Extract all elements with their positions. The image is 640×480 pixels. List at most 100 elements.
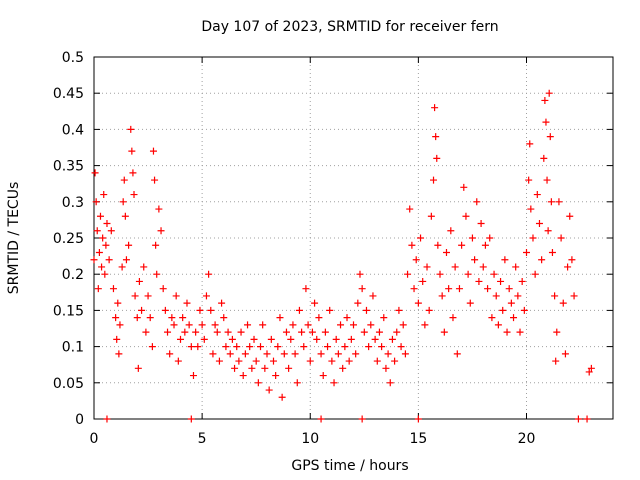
data-point <box>455 285 463 293</box>
data-point <box>559 299 567 307</box>
data-point <box>533 191 541 199</box>
data-point <box>140 263 148 271</box>
data-point <box>122 256 130 264</box>
data-point <box>306 357 314 365</box>
data-point <box>473 198 481 206</box>
data-point <box>541 96 549 104</box>
data-point <box>412 256 420 264</box>
data-point <box>250 335 258 343</box>
data-point <box>544 227 552 235</box>
data-point <box>543 176 551 184</box>
data-point <box>209 350 217 358</box>
data-point <box>358 415 366 423</box>
data-point <box>431 104 439 112</box>
data-point <box>100 191 108 199</box>
data-point <box>257 343 265 351</box>
data-point <box>507 299 515 307</box>
data-point <box>334 350 342 358</box>
y-tick-label: 0.4 <box>62 122 84 138</box>
data-point <box>557 234 565 242</box>
data-point <box>499 306 507 314</box>
data-point <box>196 306 204 314</box>
data-point <box>449 314 457 322</box>
data-point <box>153 270 161 278</box>
data-point <box>488 314 496 322</box>
data-point <box>235 357 243 365</box>
data-point <box>144 292 152 300</box>
x-axis-label: GPS time / hours <box>291 458 408 474</box>
data-point <box>356 270 364 278</box>
data-point <box>371 335 379 343</box>
data-point <box>501 256 509 264</box>
data-point <box>360 328 368 336</box>
data-point <box>237 328 245 336</box>
data-point <box>114 299 122 307</box>
y-tick-label: 0.15 <box>53 303 84 319</box>
data-point <box>393 328 401 336</box>
data-point <box>328 357 336 365</box>
data-point <box>548 248 556 256</box>
data-point <box>404 270 412 278</box>
data-point <box>337 321 345 329</box>
data-point <box>293 379 301 387</box>
data-point <box>514 292 522 300</box>
data-point <box>233 343 241 351</box>
data-point <box>399 321 407 329</box>
data-point <box>397 343 405 351</box>
data-point <box>157 227 165 235</box>
data-point <box>566 212 574 220</box>
data-point <box>564 263 572 271</box>
data-point <box>213 328 221 336</box>
y-tick-label: 0.5 <box>62 50 84 66</box>
data-point <box>298 328 306 336</box>
data-point <box>505 285 513 293</box>
data-point <box>119 198 127 206</box>
data-point <box>177 335 184 343</box>
data-point <box>146 314 154 322</box>
data-point <box>109 285 117 293</box>
data-point <box>526 140 534 148</box>
data-point <box>172 292 180 300</box>
data-point <box>315 314 323 322</box>
data-point <box>159 285 167 293</box>
data-point <box>497 277 505 285</box>
data-point <box>358 285 366 293</box>
data-point <box>120 176 128 184</box>
data-point <box>185 321 193 329</box>
data-point <box>220 314 228 322</box>
data-point <box>464 270 472 278</box>
data-point <box>244 321 252 329</box>
data-point <box>118 263 126 271</box>
data-point <box>181 328 189 336</box>
data-point <box>423 263 431 271</box>
data-point <box>155 205 163 213</box>
data-point <box>239 372 247 380</box>
data-point <box>131 292 139 300</box>
data-point <box>101 270 109 278</box>
data-point <box>414 415 422 423</box>
data-point <box>343 314 351 322</box>
data-point <box>453 350 461 358</box>
data-point <box>382 364 390 372</box>
data-point <box>183 299 191 307</box>
data-point <box>365 343 373 351</box>
data-point <box>138 306 146 314</box>
data-point <box>531 270 539 278</box>
data-point <box>113 335 121 343</box>
data-point <box>458 241 466 249</box>
data-point <box>484 285 492 293</box>
data-point <box>313 335 321 343</box>
x-tick-label: 15 <box>409 431 427 447</box>
data-point <box>546 133 554 141</box>
data-point <box>339 364 347 372</box>
data-point <box>248 364 256 372</box>
data-point <box>525 176 533 184</box>
data-point <box>161 306 169 314</box>
data-point <box>585 368 593 376</box>
data-point <box>211 321 219 329</box>
data-point <box>421 321 429 329</box>
data-point <box>378 343 386 351</box>
data-point <box>261 364 269 372</box>
data-point <box>295 306 303 314</box>
